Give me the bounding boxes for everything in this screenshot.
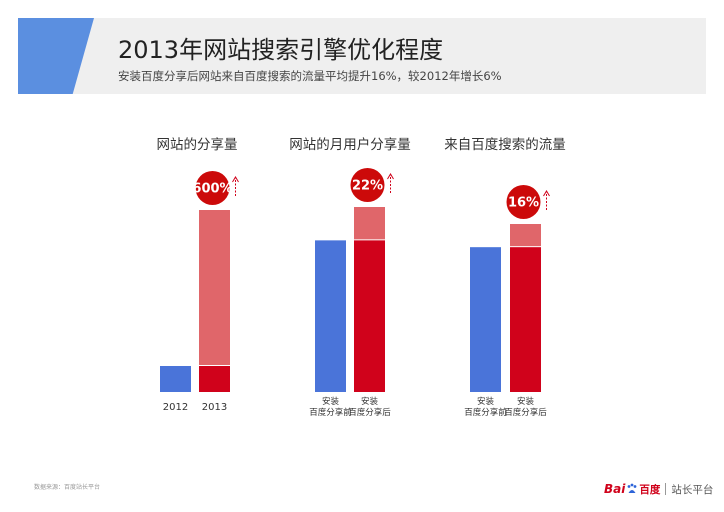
bar-after-increase bbox=[199, 210, 230, 365]
trend-up-arrow-head bbox=[543, 190, 550, 197]
chart-title-share-volume: 网站的分享量 bbox=[156, 137, 238, 153]
change-badge bbox=[195, 171, 230, 205]
category-tick-label: 安装百度分享前 bbox=[309, 396, 352, 418]
trend-up-arrow-head bbox=[232, 176, 239, 183]
trend-up-arrow-head bbox=[387, 173, 394, 180]
bar-after-base bbox=[354, 240, 385, 392]
category-tick-label: 安装百度分享后 bbox=[504, 396, 547, 418]
header-band bbox=[18, 18, 706, 94]
chart-title-monthly-user-shares: 网站的月用户分享量 bbox=[289, 137, 411, 153]
category-tick-label: 安装百度分享后 bbox=[348, 396, 391, 418]
bar-before bbox=[315, 240, 346, 392]
bar-before bbox=[160, 366, 191, 392]
data-source-note: 数据来源：百度站长平台 bbox=[34, 484, 101, 491]
bar-after-base bbox=[510, 247, 541, 392]
bar-after-increase bbox=[510, 224, 541, 247]
logo-baidu-text: 百度 bbox=[639, 483, 661, 496]
baidu-webmaster-logo: Bai 百度 站长平台 bbox=[604, 481, 713, 497]
bar-before bbox=[470, 247, 501, 392]
change-badge-label: 22% bbox=[352, 179, 383, 194]
change-badge bbox=[350, 168, 385, 202]
chart-title-baidu-search-traffic: 来自百度搜索的流量 bbox=[444, 137, 566, 153]
bar-after-base bbox=[199, 366, 230, 392]
logo-bai-text: Bai bbox=[604, 482, 626, 496]
page-title: 2013年网站搜索引擎优化程度 bbox=[118, 36, 444, 64]
category-tick-label: 2012 bbox=[163, 402, 188, 413]
change-badge bbox=[506, 185, 541, 219]
page-subtitle: 安装百度分享后网站来自百度搜索的流量平均提升16%，较2012年增长6% bbox=[118, 69, 502, 83]
category-tick-label: 安装百度分享前 bbox=[464, 396, 507, 418]
bar-after-increase bbox=[354, 207, 385, 240]
change-badge-label: 600% bbox=[192, 182, 232, 197]
change-badge-label: 16% bbox=[508, 196, 539, 211]
paw-icon bbox=[627, 483, 637, 493]
logo-divider bbox=[665, 483, 667, 495]
category-tick-label: 2013 bbox=[202, 402, 227, 413]
logo-product-name: 站长平台 bbox=[671, 483, 714, 496]
